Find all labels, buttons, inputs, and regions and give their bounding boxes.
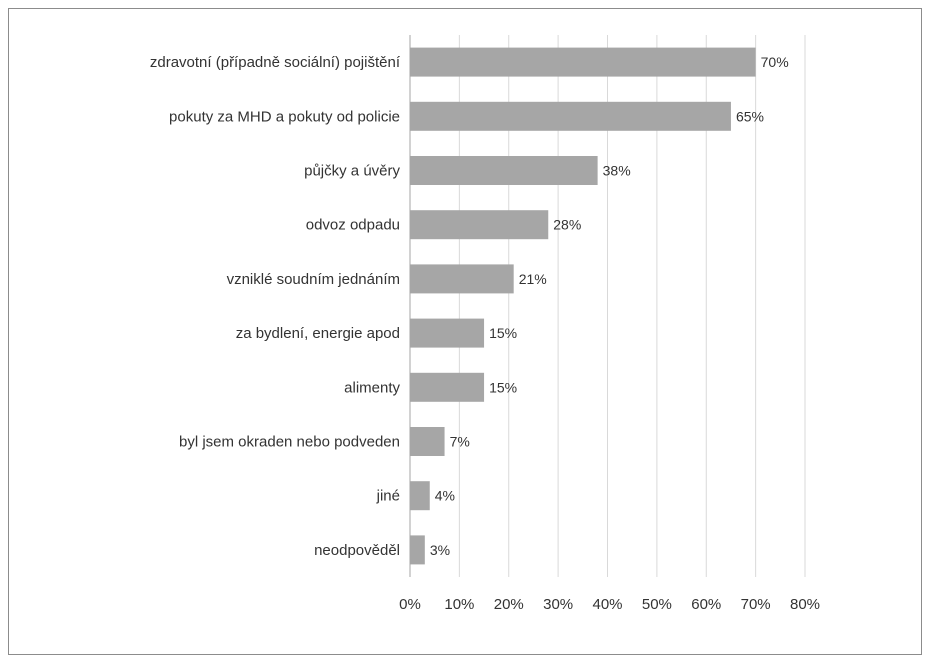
x-tick-label: 0% bbox=[399, 596, 421, 613]
data-label: 7% bbox=[450, 434, 470, 450]
data-label: 3% bbox=[430, 542, 450, 558]
category-label: pokuty za MHD a pokuty od policie bbox=[169, 108, 400, 125]
data-label: 70% bbox=[761, 54, 789, 70]
bar bbox=[410, 156, 598, 185]
bar bbox=[410, 47, 756, 77]
value-labels: 70% 65% 38% 28% 21% 15% 15% 7% 4% 3% bbox=[430, 54, 789, 558]
data-label: 15% bbox=[489, 325, 517, 341]
x-tick-label: 20% bbox=[494, 596, 524, 613]
x-tick-label: 40% bbox=[592, 596, 622, 613]
data-label: 21% bbox=[519, 271, 547, 287]
x-tick-label: 10% bbox=[444, 596, 474, 613]
category-label: alimenty bbox=[344, 379, 400, 396]
category-label: neodpověděl bbox=[314, 542, 400, 559]
x-tick-label: 70% bbox=[741, 596, 771, 613]
bar bbox=[410, 318, 485, 348]
x-axis-tick-labels: 0% 10% 20% 30% 40% 50% 60% 70% 80% bbox=[399, 596, 820, 613]
data-label: 15% bbox=[489, 379, 517, 395]
category-label: půjčky a úvěry bbox=[304, 163, 400, 180]
category-label: za bydlení, energie apod bbox=[236, 325, 400, 342]
category-label: byl jsem okraden nebo podveden bbox=[179, 434, 400, 451]
category-label: jiné bbox=[376, 488, 400, 505]
category-labels: zdravotní (případně sociální) pojištění p… bbox=[150, 54, 401, 559]
category-label: vzniklé soudním jednáním bbox=[227, 271, 400, 288]
bar bbox=[410, 535, 425, 565]
data-label: 65% bbox=[736, 108, 764, 124]
bars bbox=[410, 47, 756, 565]
category-label: odvoz odpadu bbox=[306, 217, 400, 234]
bar bbox=[410, 210, 549, 240]
x-tick-label: 50% bbox=[642, 596, 672, 613]
data-label: 4% bbox=[435, 488, 455, 504]
data-label: 28% bbox=[553, 217, 581, 233]
bar bbox=[410, 101, 731, 131]
x-tick-label: 30% bbox=[543, 596, 573, 613]
x-tick-label: 60% bbox=[691, 596, 721, 613]
x-tick-label: 80% bbox=[790, 596, 820, 613]
bar bbox=[410, 427, 445, 456]
category-label: zdravotní (případně sociální) pojištění bbox=[150, 54, 401, 71]
bar bbox=[410, 372, 485, 402]
data-label: 38% bbox=[603, 163, 631, 179]
bar bbox=[410, 481, 430, 511]
bar bbox=[410, 264, 514, 294]
